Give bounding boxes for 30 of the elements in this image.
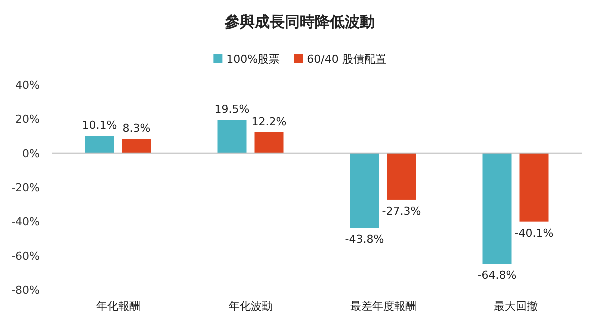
- data-label: 19.5%: [214, 103, 250, 116]
- data-label: 12.2%: [252, 115, 287, 128]
- y-tick-label: 40%: [16, 79, 40, 92]
- y-tick-label: -60%: [12, 250, 40, 263]
- data-label: -27.3%: [382, 204, 422, 218]
- x-tick-label: 年化波動: [228, 300, 273, 313]
- chart-title: 參與成長同時降低波動: [224, 13, 375, 31]
- x-tick-label: 年化報酬: [96, 300, 140, 313]
- bar: [254, 132, 284, 154]
- y-tick-label: -80%: [12, 284, 40, 297]
- data-label: -43.8%: [345, 233, 384, 246]
- y-tick-label: 20%: [16, 113, 40, 126]
- x-tick-label: 最大回撤: [494, 300, 538, 313]
- bar: [122, 139, 152, 154]
- y-tick-label: -40%: [12, 216, 40, 229]
- data-label: 10.1%: [82, 119, 118, 132]
- x-tick-label: 最差年度報酬: [350, 300, 416, 313]
- data-label: -64.8%: [478, 269, 517, 282]
- bar: [482, 153, 512, 264]
- y-tick-label: 0%: [22, 147, 40, 160]
- legend-label: 100%股票: [226, 53, 280, 66]
- bar: [85, 136, 114, 154]
- y-tick-label: -20%: [12, 182, 40, 194]
- data-label: 8.3%: [122, 122, 151, 136]
- bar: [520, 153, 549, 222]
- bar: [387, 153, 416, 200]
- bar: [350, 153, 380, 228]
- legend-label: 60/40 股債配置: [307, 53, 386, 66]
- data-label: -40.1%: [514, 226, 554, 240]
- bar: [218, 120, 247, 154]
